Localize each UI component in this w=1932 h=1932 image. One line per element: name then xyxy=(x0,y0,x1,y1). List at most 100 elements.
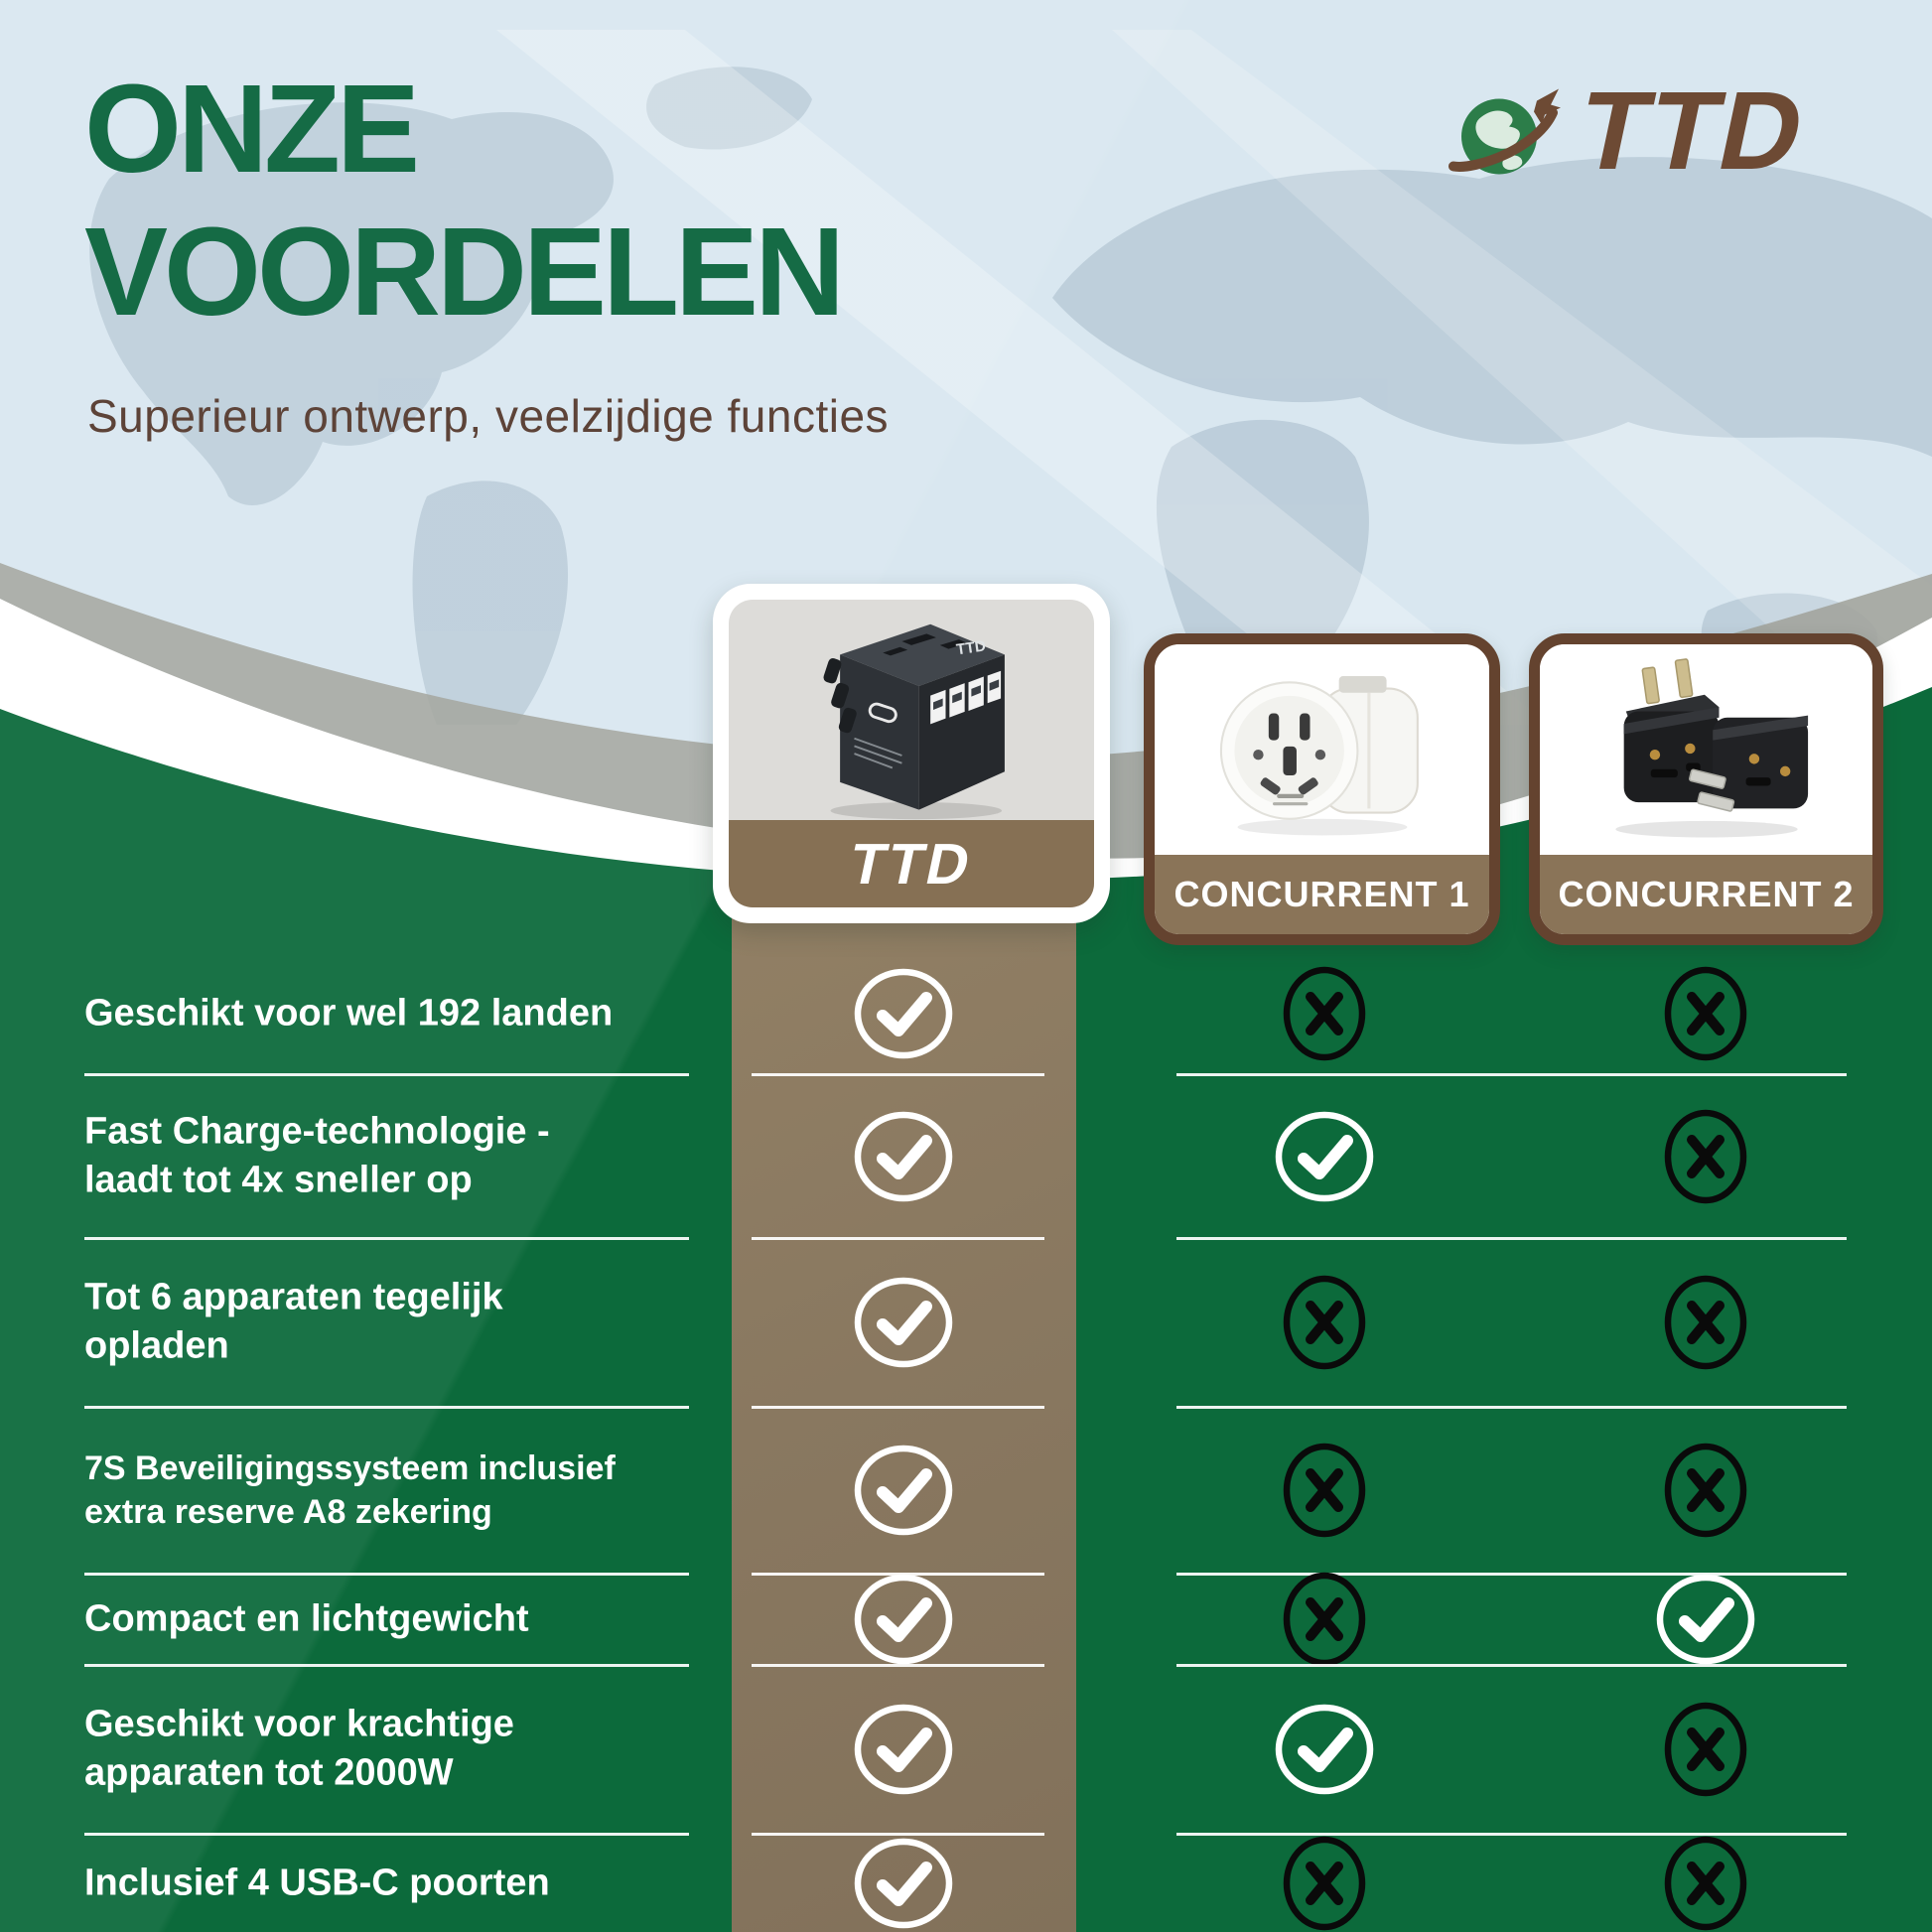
svg-text:TTD: TTD xyxy=(955,637,987,658)
concurrent2-cell xyxy=(1662,1107,1749,1206)
check-icon xyxy=(1275,1111,1374,1201)
ttd-cell xyxy=(852,1572,955,1667)
check-icon xyxy=(1275,1704,1374,1795)
concurrent2-cell xyxy=(1662,1834,1749,1932)
row-divider xyxy=(84,1833,689,1836)
feature-label: Fast Charge-technologie - laadt tot 4x sn… xyxy=(84,1110,550,1201)
globe-plane-icon xyxy=(1449,88,1561,175)
product-image-concurrent1 xyxy=(1155,644,1489,855)
row-divider xyxy=(1176,1573,1847,1576)
row-divider xyxy=(84,1406,689,1409)
table-row: Compact en lichtgewicht xyxy=(0,1572,1932,1667)
row-divider xyxy=(752,1833,1044,1836)
row-divider xyxy=(1176,1406,1847,1409)
table-row: 7S Beveiligingssysteem inclusief extra re… xyxy=(0,1407,1932,1576)
product-image-concurrent2 xyxy=(1540,644,1872,855)
row-divider xyxy=(752,1664,1044,1667)
table-row: Geschikt voor krachtige apparaten tot 200… xyxy=(0,1665,1932,1836)
concurrent2-cell xyxy=(1662,1700,1749,1799)
concurrent1-cell xyxy=(1281,1834,1368,1932)
row-divider xyxy=(752,1573,1044,1576)
product-image-ttd: TTD xyxy=(729,600,1094,820)
row-divider xyxy=(1176,1664,1847,1667)
feature-label: Geschikt voor wel 192 landen xyxy=(84,992,614,1035)
row-divider xyxy=(1176,1237,1847,1240)
check-icon xyxy=(854,1704,953,1795)
cross-icon xyxy=(1664,1109,1747,1203)
row-divider xyxy=(1176,1073,1847,1076)
row-divider xyxy=(752,1406,1044,1409)
feature-label: Inclusief 4 USB-C poorten xyxy=(84,1861,550,1903)
cross-icon xyxy=(1664,1443,1747,1538)
cross-icon xyxy=(1664,966,1747,1061)
row-divider xyxy=(1176,1833,1847,1836)
concurrent1-cell xyxy=(1281,1570,1368,1669)
row-divider xyxy=(84,1573,689,1576)
concurrent2-label: CONCURRENT 2 xyxy=(1558,874,1855,914)
brand-wordmark: TTD xyxy=(1568,68,1818,193)
black-plugs-graphic xyxy=(1614,658,1808,838)
concurrent1-cell xyxy=(1281,1273,1368,1372)
row-divider xyxy=(84,1664,689,1667)
page-title-line1: ONZE xyxy=(84,59,420,199)
page-title-line2: VOORDELEN xyxy=(84,201,845,342)
cross-icon xyxy=(1283,1572,1366,1667)
cross-icon xyxy=(1283,1275,1366,1370)
check-icon xyxy=(854,1445,953,1536)
concurrent2-cell xyxy=(1662,1273,1749,1372)
concurrent2-cell xyxy=(1662,1441,1749,1540)
check-icon xyxy=(854,1838,953,1928)
concurrent2-cell xyxy=(1662,964,1749,1063)
product-card-concurrent2: CONCURRENT 2 xyxy=(1529,633,1883,945)
product-card-ttd: TTD TTD xyxy=(713,584,1110,923)
concurrent1-cell xyxy=(1273,1109,1376,1204)
travel-adapter-graphic: TTD xyxy=(823,623,1005,820)
product-card-concurrent1: CONCURRENT 1 xyxy=(1144,633,1500,945)
cross-icon xyxy=(1283,1836,1366,1930)
check-icon xyxy=(854,1277,953,1368)
row-divider xyxy=(84,1073,689,1076)
cross-icon xyxy=(1664,1836,1747,1930)
feature-label: Geschikt voor krachtige apparaten tot 200… xyxy=(84,1703,514,1794)
table-row: Tot 6 apparaten tegelijk opladen xyxy=(0,1238,1932,1409)
ttd-cell xyxy=(852,1702,955,1797)
check-icon xyxy=(854,968,953,1059)
feature-label: Tot 6 apparaten tegelijk opladen xyxy=(84,1276,503,1367)
table-row: Fast Charge-technologie - laadt tot 4x sn… xyxy=(0,1074,1932,1240)
check-icon xyxy=(854,1111,953,1201)
check-icon xyxy=(854,1574,953,1665)
comparison-rows: Geschikt voor wel 192 landen Fast Charge-… xyxy=(0,953,1932,1932)
table-row: Inclusief 4 USB-C poorten xyxy=(0,1834,1932,1932)
concurrent1-cell xyxy=(1273,1702,1376,1797)
row-divider xyxy=(752,1073,1044,1076)
table-row: Geschikt voor wel 192 landen xyxy=(0,953,1932,1076)
product-card-concurrent1-band: CONCURRENT 1 xyxy=(1155,855,1489,934)
concurrent1-label: CONCURRENT 1 xyxy=(1173,874,1470,914)
world-map-graphic xyxy=(89,30,1932,725)
concurrent2-cell xyxy=(1654,1572,1757,1667)
cross-icon xyxy=(1283,966,1366,1061)
product-card-ttd-band: TTD xyxy=(729,820,1094,907)
feature-label: Compact en lichtgewicht xyxy=(84,1597,529,1640)
cross-icon xyxy=(1664,1275,1747,1370)
ttd-cell xyxy=(852,1275,955,1370)
cross-icon xyxy=(1283,1443,1366,1538)
page-subtitle: Superieur ontwerp, veelzijdige functies xyxy=(87,390,890,442)
ttd-cell xyxy=(852,1836,955,1931)
check-icon xyxy=(1656,1574,1755,1665)
ttd-cell xyxy=(852,1443,955,1538)
cross-icon xyxy=(1664,1702,1747,1797)
page-title: ONZE VOORDELEN xyxy=(84,58,845,343)
feature-label: 7S Beveiligingssysteem inclusief extra re… xyxy=(84,1449,616,1531)
product-card-concurrent2-band: CONCURRENT 2 xyxy=(1540,855,1872,934)
concurrent1-cell xyxy=(1281,1441,1368,1540)
ttd-cell xyxy=(852,1109,955,1204)
white-plug-graphic xyxy=(1219,676,1419,836)
row-divider xyxy=(752,1237,1044,1240)
concurrent1-cell xyxy=(1281,964,1368,1063)
row-divider xyxy=(84,1237,689,1240)
brand-logo: TTD xyxy=(1442,69,1817,193)
ttd-cell xyxy=(852,966,955,1061)
ttd-card-wordmark: TTD xyxy=(844,831,979,897)
